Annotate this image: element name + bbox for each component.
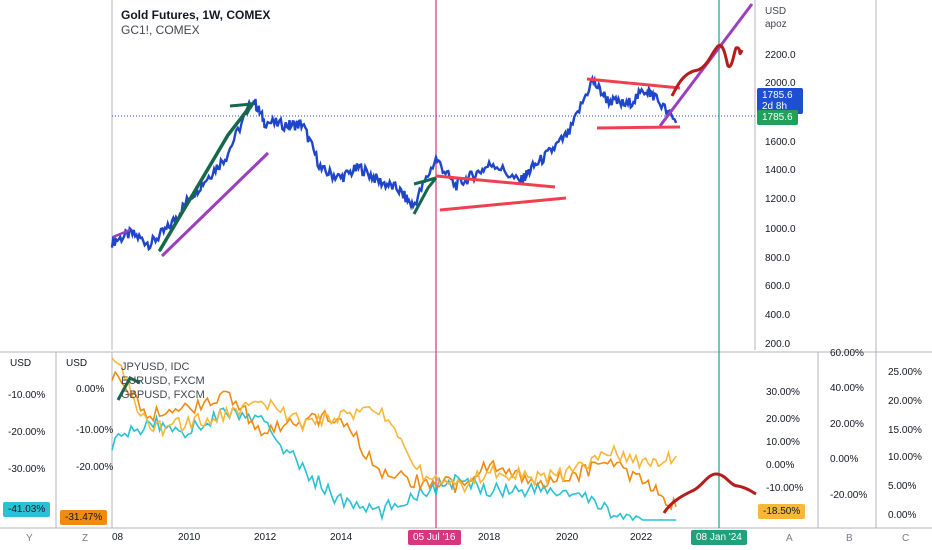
lower-axis3-tick: 30.00% (766, 387, 800, 398)
drawings-group (112, 3, 757, 514)
upper-axis-tick: 2200.0 (765, 50, 796, 61)
lower-axis2-tick: -10.00% (76, 425, 114, 436)
upper-axis[interactable]: USD apoz 2200.0 2000.0 1600.0 1400.0 1200.0 1… (755, 0, 876, 350)
time-axis-tick: 2020 (556, 532, 579, 543)
lower-axis4-tick: 40.00% (830, 383, 864, 394)
lower-axis3-badge: -18.50% (758, 504, 806, 519)
time-axis-tick: 2010 (178, 532, 201, 543)
scale-button-b[interactable]: B (846, 533, 853, 544)
lower-axis2-unit: USD (66, 358, 88, 369)
price-label: 1785.6 2d 8h (757, 88, 803, 114)
lower-axis5-tick: 20.00% (888, 396, 922, 407)
lower-axis1-unit: USD (10, 358, 32, 369)
time-axis-tick: 2012 (254, 532, 277, 543)
purple-trend-line-1[interactable] (160, 151, 270, 258)
lower-axis2-badge: -31.47% (60, 510, 108, 525)
legend-item-eurusd[interactable]: EURUSD, FXCM (121, 375, 205, 387)
upper-axis-tick: 400.0 (765, 310, 791, 321)
green-arrow-2-head[interactable] (413, 176, 437, 186)
projection-path-upper[interactable] (670, 43, 744, 97)
scale-button-a[interactable]: A (786, 533, 793, 544)
price-label-value: 1785.6 (762, 90, 793, 101)
lower-axis5-tick: 0.00% (888, 510, 917, 521)
purple-trend-line-3[interactable] (112, 228, 131, 239)
lower-series-line-eurusd (111, 370, 677, 511)
upper-axis-tick: 200.0 (765, 339, 791, 350)
lower-axis1-badge: -41.03% (3, 502, 51, 517)
lower-legend: JPYUSD, IDC EURUSD, FXCM GBPUSD, FXCM (121, 360, 205, 402)
lower-axis4-tick: 60.00% (830, 348, 864, 359)
green-arrow-2[interactable] (412, 177, 438, 215)
lower-axis1-tick: -30.00% (8, 464, 46, 475)
upper-axis-tick: 1000.0 (765, 224, 796, 235)
last-price-label: 1785.6 (757, 110, 798, 125)
legend-item-jpyusd[interactable]: JPYUSD, IDC (121, 361, 190, 373)
legend-item-gbpusd[interactable]: GBPUSD, FXCM (121, 389, 205, 401)
time-axis-tick: 2014 (330, 532, 353, 543)
red-flag-lower[interactable] (596, 125, 681, 130)
lower-axis2-tick: 0.00% (76, 384, 105, 395)
lower-series-group (111, 357, 677, 522)
time-marker-jan24: 08 Jan '24 (691, 530, 747, 545)
green-arrow-1[interactable] (158, 102, 254, 252)
lower-axis3-tick: 0.00% (766, 460, 795, 471)
lower-series-line-gbpusd (111, 357, 677, 494)
lower-axis3-tick: -10.00% (766, 483, 804, 494)
green-arrow-lower[interactable] (116, 376, 141, 401)
upper-axis-tick: 1600.0 (765, 137, 796, 148)
lower-axis3-tick: 10.00% (766, 437, 800, 448)
upper-axis-tick: 1400.0 (765, 165, 796, 176)
lower-axis4-tick: -20.00% (830, 490, 868, 501)
time-axis-tick: 2018 (478, 532, 501, 543)
lower-axis5-tick: 15.00% (888, 425, 922, 436)
upper-axis-tick: 2000.0 (765, 78, 796, 89)
lower-axis1-tick: -20.00% (8, 427, 46, 438)
red-triangle-lower[interactable] (439, 196, 567, 212)
projection-path-lower[interactable] (662, 472, 757, 514)
red-flag-upper[interactable] (586, 77, 681, 90)
scale-button-y[interactable]: Y (26, 533, 33, 544)
lower-axis5-tick: 25.00% (888, 367, 922, 378)
upper-axis-tick: 800.0 (765, 253, 791, 264)
scale-button-z[interactable]: Z (82, 533, 89, 544)
upper-axis-tick: 1200.0 (765, 194, 796, 205)
chart-title: Gold Futures, 1W, COMEX (121, 8, 271, 22)
lower-axis5-tick: 10.00% (888, 452, 922, 463)
countdown-label: 2d 8h (762, 101, 788, 112)
lower-axis5-tick: 5.00% (888, 481, 917, 492)
upper-axis-unit: USD (765, 6, 787, 17)
lower-series-line-jpyusd (111, 406, 677, 522)
scale-button-c[interactable]: C (902, 533, 910, 544)
chart-symbol: GC1!, COMEX (121, 23, 200, 37)
lower-axis4-tick: 0.00% (830, 454, 859, 465)
upper-axis-tick: 600.0 (765, 281, 791, 292)
red-triangle-upper[interactable] (435, 174, 556, 189)
time-axis-tick: 08 (112, 532, 124, 543)
green-arrow-1-head[interactable] (229, 102, 255, 116)
time-axis-tick: 2022 (630, 532, 653, 543)
lower-axis4-tick: 20.00% (830, 419, 864, 430)
time-marker-jul16: 05 Jul '16 (408, 530, 461, 545)
upper-axis-scale: apoz (765, 19, 787, 30)
lower-axis1-tick: -10.00% (8, 390, 46, 401)
lower-axis3-tick: 20.00% (766, 414, 800, 425)
lower-axis2-tick: -20.00% (76, 462, 114, 473)
